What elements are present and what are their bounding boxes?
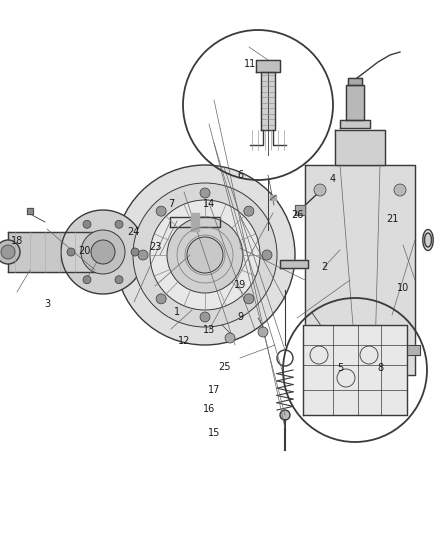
Circle shape [280, 410, 290, 420]
Polygon shape [295, 205, 305, 215]
Circle shape [91, 240, 115, 264]
Circle shape [131, 248, 139, 256]
Circle shape [244, 294, 254, 304]
Text: 7: 7 [168, 199, 174, 208]
Polygon shape [346, 85, 364, 120]
Circle shape [115, 165, 295, 345]
Circle shape [314, 344, 326, 356]
Polygon shape [280, 260, 308, 268]
Polygon shape [191, 213, 199, 231]
Text: 9: 9 [237, 312, 243, 322]
Ellipse shape [165, 240, 172, 264]
Text: 3: 3 [44, 299, 50, 309]
Text: 21: 21 [386, 214, 398, 223]
Circle shape [187, 237, 223, 273]
Circle shape [1, 245, 15, 259]
Circle shape [0, 240, 20, 264]
Polygon shape [261, 72, 275, 130]
Text: 10: 10 [397, 283, 409, 293]
Ellipse shape [146, 230, 158, 273]
Text: 26: 26 [291, 210, 303, 220]
Text: 1: 1 [174, 307, 180, 317]
Circle shape [138, 250, 148, 260]
Polygon shape [335, 130, 385, 165]
Circle shape [156, 294, 166, 304]
Text: 25: 25 [218, 362, 230, 372]
Text: 13: 13 [203, 326, 215, 335]
Text: 11: 11 [244, 59, 256, 69]
Text: 17: 17 [208, 385, 221, 395]
Circle shape [244, 206, 254, 216]
Circle shape [156, 206, 166, 216]
Circle shape [61, 210, 145, 294]
Polygon shape [340, 120, 370, 128]
Circle shape [81, 230, 125, 274]
Text: 23: 23 [149, 243, 161, 252]
Circle shape [314, 184, 326, 196]
Text: 8: 8 [377, 363, 383, 373]
Text: 19: 19 [234, 280, 246, 290]
Circle shape [150, 200, 260, 310]
Circle shape [115, 276, 123, 284]
Polygon shape [405, 345, 420, 355]
Circle shape [394, 184, 406, 196]
Circle shape [200, 312, 210, 322]
Polygon shape [348, 78, 362, 85]
Circle shape [115, 220, 123, 228]
Circle shape [258, 327, 268, 337]
Text: 14: 14 [203, 199, 215, 208]
Polygon shape [170, 217, 220, 227]
Polygon shape [256, 60, 280, 72]
Circle shape [394, 344, 406, 356]
Circle shape [83, 276, 91, 284]
Circle shape [167, 217, 243, 293]
Text: 18: 18 [11, 236, 23, 246]
Text: 15: 15 [208, 428, 221, 438]
Circle shape [225, 333, 235, 343]
Circle shape [83, 220, 91, 228]
Polygon shape [8, 232, 95, 272]
Text: 6: 6 [237, 170, 243, 180]
Ellipse shape [162, 233, 173, 271]
Ellipse shape [148, 238, 156, 266]
Circle shape [133, 183, 277, 327]
Polygon shape [270, 195, 276, 200]
Polygon shape [305, 165, 415, 375]
Text: 24: 24 [127, 227, 140, 237]
Circle shape [262, 250, 272, 260]
Ellipse shape [424, 233, 431, 247]
Text: 16: 16 [203, 405, 215, 414]
Circle shape [67, 248, 75, 256]
Ellipse shape [423, 230, 433, 251]
Text: 4: 4 [330, 174, 336, 183]
Polygon shape [303, 325, 407, 415]
Polygon shape [27, 208, 33, 214]
Circle shape [200, 188, 210, 198]
Text: 5: 5 [338, 363, 344, 373]
Text: 2: 2 [321, 262, 327, 271]
Text: 20: 20 [78, 246, 90, 255]
Text: 12: 12 [178, 336, 190, 346]
